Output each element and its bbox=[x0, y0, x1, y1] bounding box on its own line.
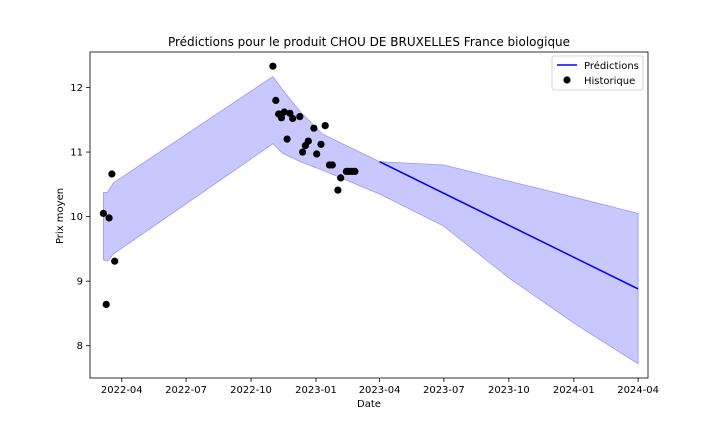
x-tick-label: 2024-01 bbox=[553, 385, 595, 396]
history-point bbox=[269, 62, 277, 70]
history-point bbox=[105, 214, 113, 222]
y-tick-label: 10 bbox=[70, 212, 83, 223]
history-point bbox=[310, 124, 318, 132]
history-point bbox=[296, 113, 304, 121]
plot-frame bbox=[89, 51, 649, 379]
history-point bbox=[304, 137, 312, 145]
history-point bbox=[283, 135, 291, 143]
plot-area bbox=[99, 62, 639, 365]
history-point bbox=[351, 167, 359, 175]
history-point bbox=[334, 186, 342, 194]
x-tick-label: 2024-04 bbox=[617, 385, 659, 396]
confidence-band bbox=[103, 75, 639, 365]
y-axis-label: Prix moyen bbox=[55, 188, 66, 244]
history-point bbox=[289, 114, 297, 123]
legend-label-history: Historique bbox=[584, 76, 635, 87]
history-point bbox=[337, 174, 345, 182]
y-tick-label: 9 bbox=[77, 277, 83, 288]
history-point bbox=[272, 96, 280, 104]
x-tick-label: 2023-01 bbox=[295, 385, 337, 396]
history-point bbox=[280, 108, 288, 116]
x-tick-label: 2023-04 bbox=[359, 385, 401, 396]
history-point bbox=[99, 209, 107, 217]
legend: Prédictions Historique bbox=[551, 55, 644, 91]
x-tick-label: 2023-10 bbox=[488, 385, 530, 396]
legend-swatch-history bbox=[563, 76, 571, 84]
history-point bbox=[111, 257, 119, 265]
y-axis: 8 9 10 11 12 bbox=[70, 83, 90, 352]
x-tick-label: 2022-10 bbox=[230, 385, 272, 396]
y-tick-label: 11 bbox=[70, 148, 83, 159]
history-point bbox=[321, 122, 329, 130]
legend-label-predictions: Prédictions bbox=[584, 60, 639, 72]
x-tick-label: 2023-07 bbox=[423, 385, 465, 396]
y-tick-label: 8 bbox=[77, 341, 83, 352]
history-point bbox=[317, 140, 325, 148]
x-tick-label: 2022-07 bbox=[165, 385, 207, 396]
history-point bbox=[313, 150, 321, 158]
y-tick-label: 12 bbox=[70, 83, 83, 94]
chart-title: Prédictions pour le produit CHOU DE BRUX… bbox=[168, 35, 570, 49]
history-point bbox=[299, 148, 307, 156]
history-series bbox=[99, 62, 359, 308]
x-axis: 2022-04 2022-07 2022-10 2023-01 2023-04 2023-… bbox=[101, 378, 659, 396]
history-point bbox=[277, 114, 285, 122]
x-axis-label: Date bbox=[357, 399, 381, 410]
history-point bbox=[108, 170, 116, 178]
prediction-series bbox=[379, 161, 639, 290]
prediction-line bbox=[379, 161, 639, 290]
history-point bbox=[102, 300, 110, 308]
history-point bbox=[328, 161, 336, 169]
x-tick-label: 2022-04 bbox=[101, 385, 143, 396]
